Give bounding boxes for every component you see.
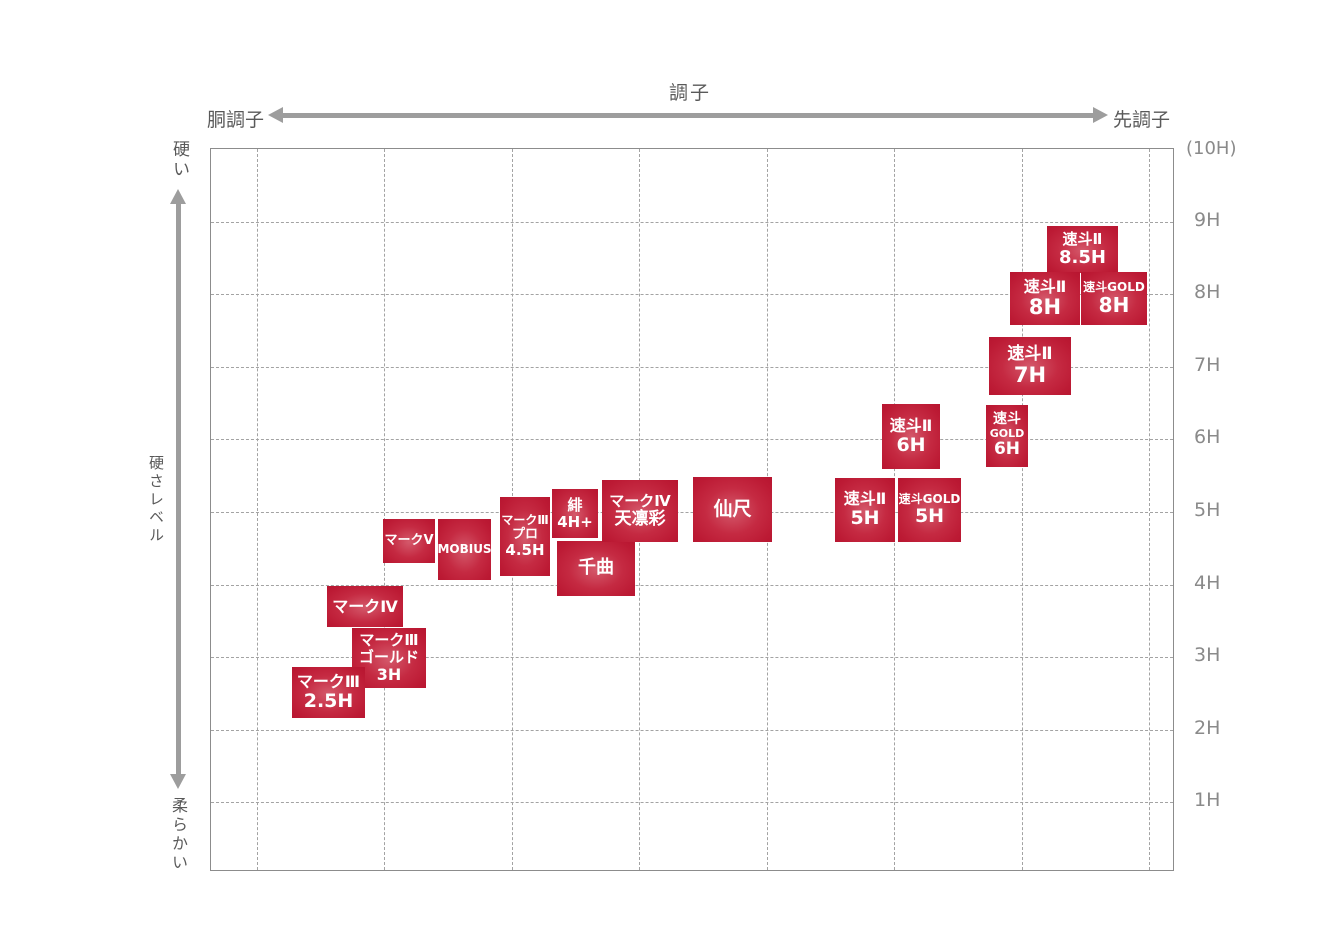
- x-axis-left-label: 胴調子: [207, 109, 265, 131]
- product-label-line: 速斗Ⅱ: [843, 489, 887, 509]
- y-tick-label: 1H: [1194, 789, 1221, 811]
- product-box: マークⅢ プロ 4.5H: [500, 497, 550, 576]
- y-axis-soft-label: 柔らかい: [169, 797, 188, 873]
- y-tick-label: 3H: [1194, 644, 1221, 666]
- product-box: マークⅢ ゴールド 3H: [352, 628, 426, 688]
- product-label-line: 8.5H: [1059, 246, 1106, 268]
- product-box: 速斗GOLD 5H: [898, 478, 961, 542]
- product-label-line: 4H+: [557, 512, 593, 531]
- product-label-line: 仙尺: [713, 497, 752, 520]
- product-label-line: 8H: [1098, 293, 1130, 318]
- gridline-h: [211, 222, 1173, 223]
- gridline-h: [211, 367, 1173, 368]
- product-label-line: ゴールド: [358, 648, 419, 667]
- gridline-h: [211, 657, 1173, 658]
- arrow-up-icon: [170, 189, 186, 204]
- product-label-line: 6H: [993, 439, 1021, 460]
- product-box: MOBIUS: [437, 519, 492, 580]
- product-box: 速斗GOLD 8H: [1081, 272, 1147, 325]
- x-axis-right-label: 先調子: [1113, 109, 1171, 131]
- product-label-line: マークⅢ: [501, 513, 549, 528]
- product-box: 仙尺: [693, 477, 772, 542]
- arrow-right-icon: [1093, 107, 1108, 123]
- product-box: 千曲: [557, 541, 635, 596]
- product-label-line: 天凛彩: [614, 508, 666, 529]
- product-label-line: 緋: [567, 495, 583, 514]
- product-box: マークⅢ 2.5H: [292, 667, 365, 718]
- product-label-line: 速斗Ⅱ: [1062, 230, 1103, 249]
- product-box: 速斗Ⅱ 8.5H: [1047, 226, 1118, 273]
- y-axis-hard-label: 硬い: [169, 140, 189, 180]
- gridline-v: [1149, 149, 1150, 870]
- y-tick-label: 6H: [1194, 426, 1221, 448]
- product-label-line: 3H: [376, 664, 402, 684]
- y-tick-label: 8H: [1194, 281, 1221, 303]
- gridline-v: [384, 149, 385, 870]
- y-tick-label: 4H: [1194, 572, 1221, 594]
- product-label-line: 速斗Ⅱ: [1023, 276, 1067, 296]
- product-box: マークⅣ: [327, 586, 403, 627]
- x-axis-title: 調子: [668, 82, 711, 104]
- gridline-h: [211, 512, 1173, 513]
- y-axis-max-label: (10H): [1186, 138, 1237, 159]
- product-label-line: 5H: [850, 507, 880, 530]
- product-label-line: 速斗GOLD: [898, 491, 961, 506]
- product-label-line: 6H: [896, 433, 926, 456]
- product-label-line: マークⅤ: [384, 532, 434, 548]
- arrow-shaft: [175, 204, 181, 774]
- y-axis-title: 硬さレベル: [147, 455, 165, 545]
- product-label-line: 2.5H: [303, 689, 354, 712]
- gridline-h: [211, 294, 1173, 295]
- y-tick-label: 2H: [1194, 717, 1221, 739]
- gridline-v: [257, 149, 258, 870]
- product-label-line: MOBIUS: [437, 541, 492, 556]
- product-label-line: 速斗Ⅱ: [889, 415, 933, 435]
- arrow-shaft: [283, 112, 1093, 118]
- product-box: 速斗 GOLD 6H: [986, 405, 1028, 467]
- product-label-line: 千曲: [578, 557, 614, 579]
- y-tick-label: 7H: [1194, 354, 1221, 376]
- product-label-line: 4.5H: [505, 541, 545, 560]
- product-label-line: 5H: [914, 505, 945, 528]
- product-box: マークⅣ 天凛彩: [602, 480, 678, 542]
- product-label-line: 速斗: [993, 411, 1021, 428]
- gridline-h: [211, 585, 1173, 586]
- product-label-line: 速斗Ⅱ: [1007, 343, 1053, 364]
- product-box: 速斗Ⅱ 6H: [882, 404, 940, 469]
- product-label-line: GOLD: [989, 427, 1025, 441]
- product-label-line: マークⅣ: [609, 492, 671, 511]
- product-box: 速斗Ⅱ 5H: [835, 478, 895, 542]
- product-label-line: マークⅢ: [296, 671, 361, 691]
- product-label-line: マークⅣ: [332, 596, 398, 616]
- arrow-down-icon: [170, 774, 186, 789]
- product-label-line: 7H: [1013, 362, 1047, 387]
- y-axis-arrow: [170, 189, 186, 789]
- product-box: 速斗Ⅱ 8H: [1010, 272, 1080, 325]
- gridline-h: [211, 730, 1173, 731]
- arrow-left-icon: [268, 107, 283, 123]
- product-box: 緋 4H+: [552, 489, 598, 538]
- x-axis-arrow: [268, 107, 1108, 123]
- gridline-v: [1022, 149, 1023, 870]
- y-tick-label: 9H: [1194, 209, 1221, 231]
- product-label-line: プロ: [511, 526, 538, 542]
- gridline-h: [211, 802, 1173, 803]
- product-label-line: 速斗GOLD: [1083, 279, 1145, 294]
- y-tick-label: 5H: [1194, 499, 1221, 521]
- product-box: マークⅤ: [383, 519, 435, 563]
- gridline-h: [211, 439, 1173, 440]
- product-box: 速斗Ⅱ 7H: [989, 337, 1071, 395]
- product-label-line: マークⅢ: [359, 631, 419, 650]
- product-label-line: 8H: [1028, 294, 1062, 319]
- plot-area: [210, 148, 1174, 871]
